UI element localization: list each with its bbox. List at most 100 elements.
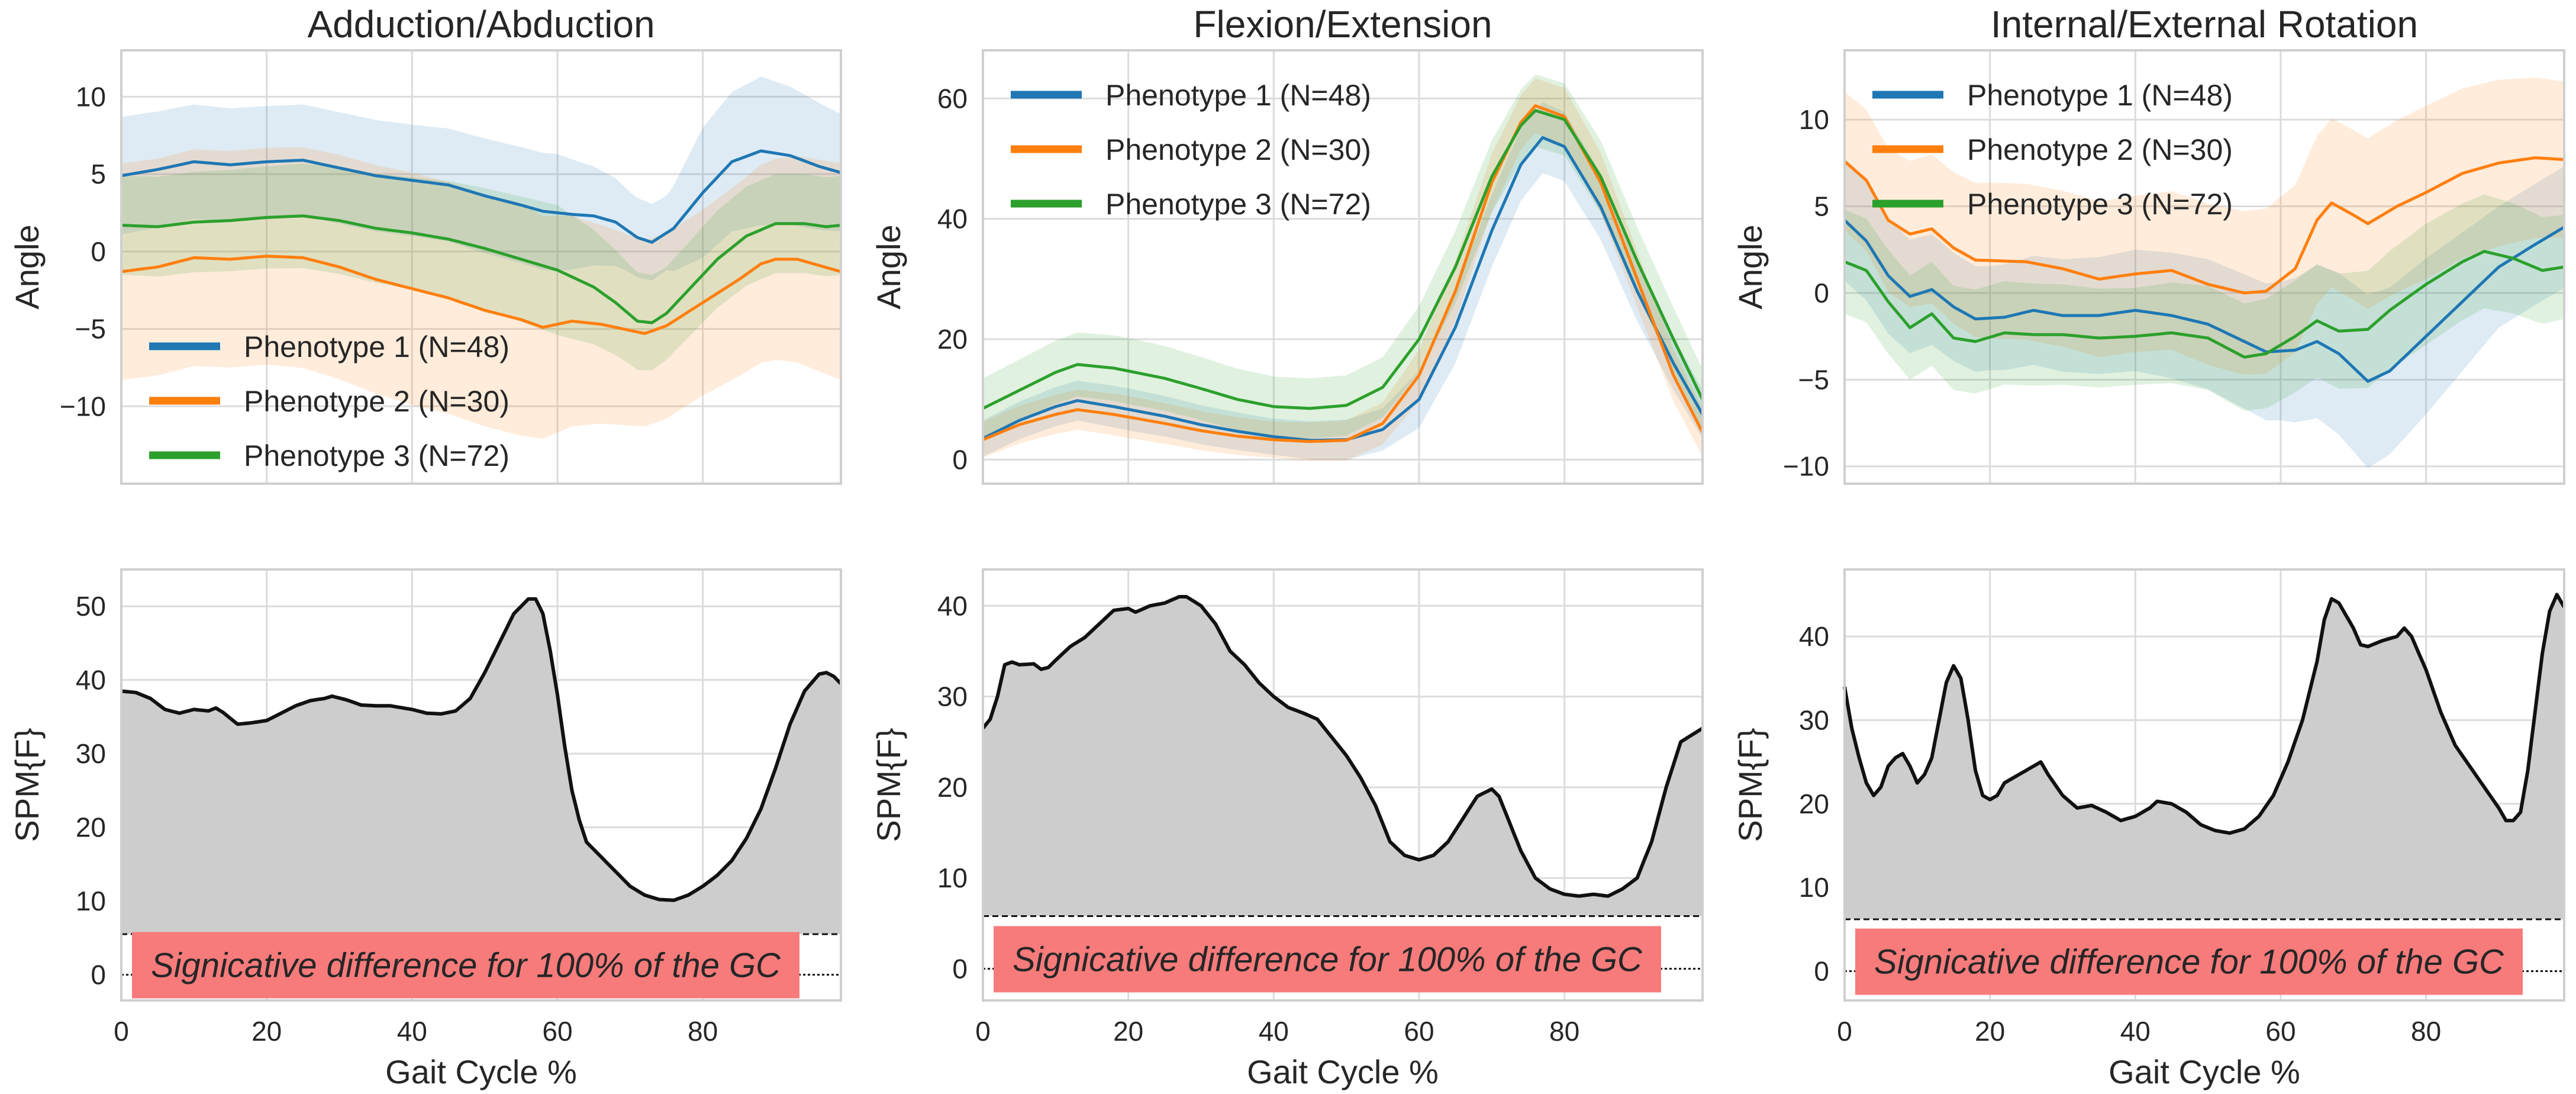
legend-label-1: Phenotype 1 (N=48) (1105, 79, 1371, 112)
series-1-band (121, 76, 841, 281)
y-tick-label: 10 (1799, 872, 1829, 903)
legend-label-3: Phenotype 3 (N=72) (244, 439, 510, 472)
panel-spm-flexion: Signicative difference for 100% of the G… (870, 568, 1704, 1090)
y-tick-label: 20 (937, 324, 968, 355)
y-tick-label: 30 (937, 681, 968, 712)
y-axis-label: Angle (8, 224, 46, 309)
x-tick-label: 60 (2265, 1016, 2295, 1047)
x-tick-label: 20 (1113, 1016, 1143, 1047)
x-tick-label: 0 (1837, 1016, 1852, 1047)
y-tick-label: 0 (91, 236, 106, 267)
y-axis-label: Angle (1732, 224, 1769, 309)
y-tick-label: −10 (60, 391, 106, 421)
series-1-line (1843, 219, 2565, 383)
significance-box (1855, 928, 2523, 995)
axes-frame (1843, 49, 2565, 485)
y-axis-label: SPM{F} (8, 728, 46, 842)
series-2-line (121, 255, 842, 335)
spm-area (1845, 594, 2564, 971)
x-tick-label: 40 (1259, 1016, 1289, 1047)
y-tick-label: 30 (1799, 704, 1829, 735)
y-tick-label: 10 (76, 81, 106, 112)
legend-label-2: Phenotype 2 (N=30) (1105, 133, 1371, 166)
series-2-band (983, 78, 1703, 461)
y-tick-label: 40 (937, 204, 968, 234)
legend-label-1: Phenotype 1 (N=48) (244, 330, 510, 363)
panel-angle-flexion: Phenotype 1 (N=48) Phenotype 2 (N=30) Phen… (870, 3, 1704, 485)
panel-spm-rotation: Signicative difference for 100% of the G… (1732, 568, 2566, 1090)
y-tick-label: 0 (1814, 278, 1829, 308)
y-tick-label: −5 (1798, 364, 1829, 395)
y-tick-label: −10 (1783, 451, 1829, 482)
x-axis-label: Gait Cycle % (1247, 1053, 1439, 1090)
significance-label: Signicative difference for 100% of the G… (1013, 940, 1643, 979)
x-tick-label: 60 (542, 1016, 572, 1047)
x-tick-label: 80 (688, 1016, 718, 1047)
panel-angle-abduction: Phenotype 1 (N=48) Phenotype 2 (N=30) Phen… (8, 3, 842, 485)
y-tick-label: 20 (76, 812, 106, 843)
x-axis-label: Gait Cycle % (385, 1053, 577, 1090)
axes-frame (120, 568, 842, 1002)
y-tick-label: 0 (952, 444, 968, 475)
x-tick-label: 20 (252, 1016, 282, 1047)
panel-spm-abduction: Signicative difference for 100% of the G… (8, 568, 843, 1090)
spm-area (983, 597, 1703, 969)
y-axis-label: Angle (870, 224, 907, 309)
y-tick-label: 50 (76, 591, 106, 622)
y-tick-label: 5 (1814, 191, 1829, 222)
x-tick-label: 40 (397, 1016, 427, 1047)
axes-frame (1843, 568, 2565, 1002)
spm-curve (121, 597, 843, 902)
x-tick-label: 0 (114, 1016, 129, 1047)
y-tick-label: 0 (91, 959, 106, 990)
spm-curve (981, 595, 1704, 898)
axes-frame (120, 49, 842, 485)
series-1-band (983, 102, 1703, 460)
y-tick-label: 40 (1799, 621, 1829, 652)
y-tick-label: 10 (1799, 104, 1829, 135)
x-axis-label: Gait Cycle % (2108, 1053, 2300, 1090)
y-tick-label: 0 (1814, 956, 1829, 987)
y-tick-label: 40 (937, 590, 968, 621)
spm-curve (1843, 593, 2566, 835)
y-tick-label: 30 (76, 738, 106, 769)
x-tick-label: 80 (1549, 1016, 1579, 1047)
y-tick-label: 10 (937, 863, 968, 893)
series-3-line (982, 109, 1704, 410)
significance-label: Signicative difference for 100% of the G… (1874, 943, 2504, 982)
significance-box (132, 932, 799, 999)
x-tick-label: 40 (2120, 1016, 2151, 1047)
significance-label: Signicative difference for 100% of the G… (151, 946, 781, 984)
y-tick-label: 5 (91, 159, 106, 189)
chart-title: Adduction/Abduction (307, 3, 655, 46)
series-1-line (121, 149, 842, 244)
y-axis-label: SPM{F} (1732, 728, 1769, 842)
x-tick-label: 20 (1975, 1016, 2005, 1047)
axes-frame (982, 49, 1704, 485)
legend-label-1: Phenotype 1 (N=48) (1967, 79, 2233, 112)
series-1-band (1845, 159, 2564, 468)
chart-title: Flexion/Extension (1193, 3, 1492, 46)
x-tick-label: 80 (2411, 1016, 2441, 1047)
legend-label-3: Phenotype 3 (N=72) (1967, 188, 2233, 221)
legend-label-2: Phenotype 2 (N=30) (244, 385, 510, 418)
y-tick-label: 20 (937, 772, 968, 803)
x-tick-label: 0 (975, 1016, 991, 1047)
legend-label-2: Phenotype 2 (N=30) (1967, 133, 2233, 166)
chart-title: Internal/External Rotation (1991, 3, 2418, 46)
y-tick-label: 60 (937, 83, 968, 114)
spm-area (121, 599, 841, 975)
y-tick-label: −5 (75, 314, 106, 345)
series-2-line (1843, 156, 2565, 295)
series-3-line (121, 214, 842, 324)
y-tick-label: 0 (952, 953, 968, 984)
series-3-band (983, 74, 1703, 439)
x-tick-label: 60 (1404, 1016, 1434, 1047)
y-tick-label: 10 (76, 886, 106, 916)
y-tick-label: 20 (1799, 789, 1829, 819)
axes-frame (982, 568, 1704, 1002)
series-2-band (121, 147, 841, 439)
panel-angle-rotation: Phenotype 1 (N=48) Phenotype 2 (N=30) Phen… (1732, 3, 2565, 485)
series-3-line (1844, 250, 2565, 359)
